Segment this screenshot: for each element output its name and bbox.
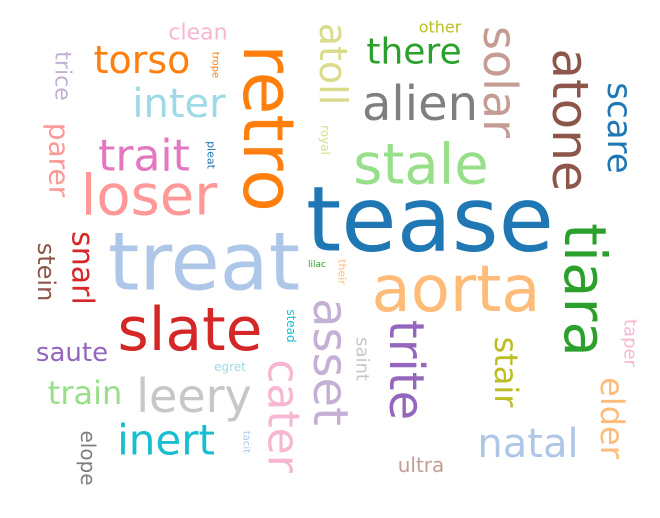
cloud-word-egret: egret — [214, 360, 246, 374]
cloud-word-train: train — [48, 374, 122, 412]
cloud-word-stair: stair — [487, 337, 525, 409]
cloud-word-natal: natal — [477, 421, 578, 467]
cloud-word-tacit: tacit — [241, 431, 252, 453]
cloud-word-elder: elder — [593, 377, 631, 460]
cloud-word-alien: alien — [362, 76, 478, 132]
cloud-word-parer: parer — [43, 123, 76, 198]
cloud-word-taper: taper — [620, 319, 641, 368]
cloud-word-scare: scare — [599, 82, 639, 173]
cloud-word-asset: asset — [302, 298, 358, 426]
cloud-word-inert: inert — [117, 416, 215, 465]
cloud-word-their: their — [336, 259, 349, 285]
cloud-word-other: other — [419, 18, 462, 37]
cloud-word-loser: loser — [81, 164, 218, 229]
cloud-word-there: there — [366, 32, 461, 73]
cloud-word-retro: retro — [227, 44, 309, 212]
cloud-word-royal: royal — [318, 125, 332, 155]
cloud-word-slate: slate — [117, 295, 262, 365]
cloud-word-snarl: snarl — [65, 231, 100, 305]
cloud-word-stead: stead — [284, 309, 298, 342]
cloud-word-trice: trice — [50, 51, 75, 100]
cloud-word-inter: inter — [132, 81, 226, 127]
cloud-word-saute: saute — [36, 338, 108, 368]
cloud-word-treat: treat — [108, 216, 300, 309]
cloud-word-pleat: pleat — [205, 141, 218, 170]
cloud-word-tease: tease — [306, 168, 554, 273]
cloud-word-ultra: ultra — [398, 453, 445, 477]
cloud-word-stale: stale — [353, 133, 488, 198]
cloud-word-solar: solar — [473, 26, 527, 138]
cloud-word-aorta: aorta — [372, 253, 541, 327]
cloud-word-cater: cater — [258, 359, 309, 473]
cloud-word-saint: saint — [352, 337, 373, 381]
cloud-word-leery: leery — [136, 369, 252, 423]
cloud-word-elope: elope — [76, 430, 100, 485]
cloud-word-lilac: lilac — [308, 260, 326, 270]
cloud-word-stein: stein — [32, 243, 60, 302]
cloud-word-trait: trait — [98, 131, 190, 182]
cloud-word-atone: atone — [541, 48, 599, 191]
cloud-word-trope: trope — [210, 52, 221, 78]
cloud-word-tiara: tiara — [551, 223, 619, 357]
cloud-word-atoll: atoll — [311, 23, 355, 106]
cloud-word-clean: clean — [168, 21, 227, 46]
cloud-word-trite: trite — [378, 320, 434, 420]
cloud-word-torso: torso — [94, 38, 191, 82]
